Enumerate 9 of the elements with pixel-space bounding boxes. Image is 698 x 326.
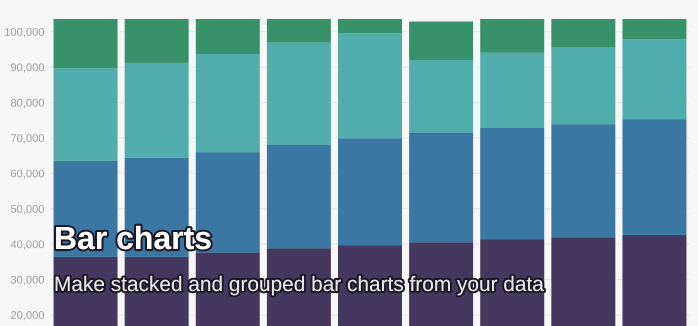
y-tick-label: 60,000 xyxy=(11,170,44,179)
y-tick-label: 50,000 xyxy=(10,204,44,214)
y-tick-label: 80,000 xyxy=(10,98,44,108)
y-tick-label: 90,000 xyxy=(10,63,44,73)
y-tick-label: 20,000 xyxy=(11,311,44,320)
y-tick-label: 70,000 xyxy=(11,134,44,144)
y-tick-label: 30,000 xyxy=(10,276,44,285)
y-tick-label: 40,000 xyxy=(10,240,44,250)
y-tick-label: 100,000 xyxy=(5,28,44,38)
